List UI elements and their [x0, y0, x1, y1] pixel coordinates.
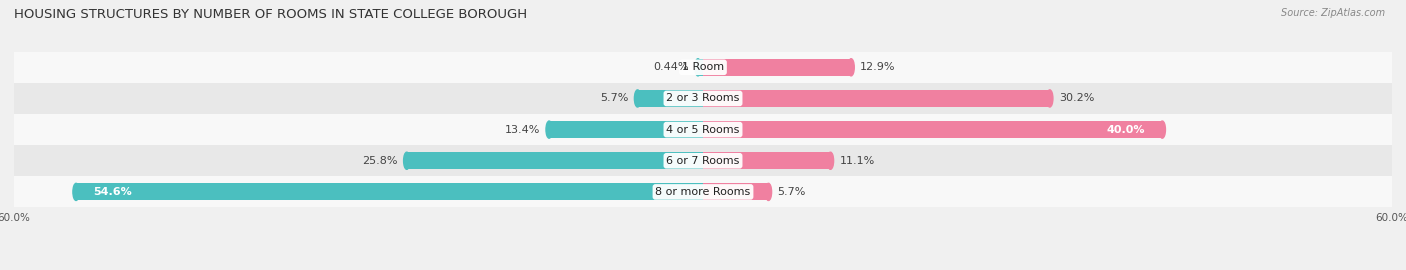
Circle shape: [765, 183, 772, 201]
Bar: [703, 90, 1050, 107]
Text: 30.2%: 30.2%: [1059, 93, 1094, 103]
Bar: [14, 176, 1392, 207]
Legend: Owner-occupied, Renter-occupied: Owner-occupied, Renter-occupied: [572, 266, 834, 270]
Bar: [14, 83, 1392, 114]
Circle shape: [73, 183, 79, 201]
Bar: [703, 183, 769, 201]
Text: 6 or 7 Rooms: 6 or 7 Rooms: [666, 156, 740, 166]
Bar: [14, 145, 1392, 176]
Bar: [76, 183, 703, 201]
Text: 4 or 5 Rooms: 4 or 5 Rooms: [666, 124, 740, 135]
Bar: [14, 52, 1392, 83]
Text: 5.7%: 5.7%: [778, 187, 806, 197]
Text: 54.6%: 54.6%: [93, 187, 132, 197]
Circle shape: [848, 59, 855, 76]
Text: HOUSING STRUCTURES BY NUMBER OF ROOMS IN STATE COLLEGE BOROUGH: HOUSING STRUCTURES BY NUMBER OF ROOMS IN…: [14, 8, 527, 21]
Text: 12.9%: 12.9%: [860, 62, 896, 72]
Text: 1 Room: 1 Room: [682, 62, 724, 72]
Bar: [703, 59, 851, 76]
Bar: [550, 121, 703, 138]
Circle shape: [404, 152, 411, 169]
Text: 11.1%: 11.1%: [839, 156, 875, 166]
Text: 40.0%: 40.0%: [1107, 124, 1144, 135]
Bar: [697, 59, 703, 76]
Bar: [703, 152, 831, 169]
Text: 13.4%: 13.4%: [505, 124, 540, 135]
Text: 25.8%: 25.8%: [363, 156, 398, 166]
Circle shape: [1159, 121, 1166, 138]
Bar: [406, 152, 703, 169]
Circle shape: [1046, 90, 1053, 107]
Circle shape: [827, 152, 834, 169]
Circle shape: [695, 59, 702, 76]
Circle shape: [546, 121, 553, 138]
Text: 8 or more Rooms: 8 or more Rooms: [655, 187, 751, 197]
Text: 2 or 3 Rooms: 2 or 3 Rooms: [666, 93, 740, 103]
Text: 0.44%: 0.44%: [654, 62, 689, 72]
Text: 5.7%: 5.7%: [600, 93, 628, 103]
Bar: [14, 114, 1392, 145]
Circle shape: [634, 90, 641, 107]
Bar: [637, 90, 703, 107]
Text: Source: ZipAtlas.com: Source: ZipAtlas.com: [1281, 8, 1385, 18]
Bar: [703, 121, 1163, 138]
